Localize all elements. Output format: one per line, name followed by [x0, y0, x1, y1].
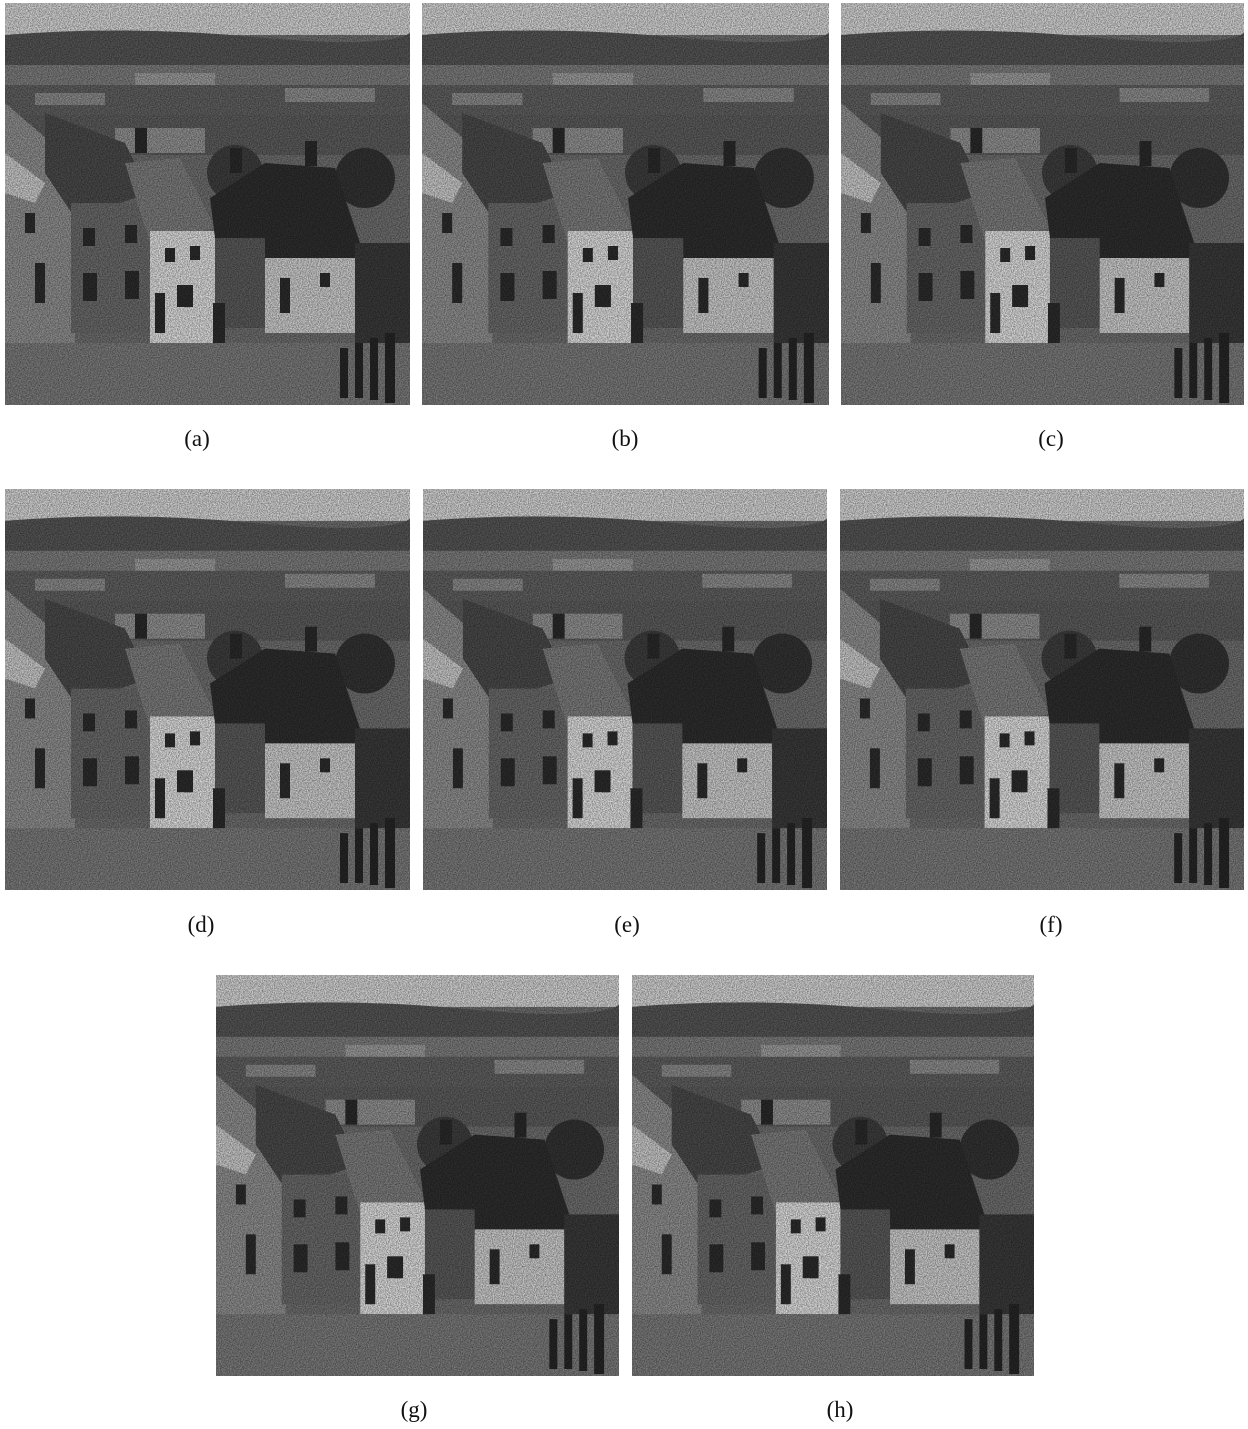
panel-label: (c) — [1038, 426, 1064, 451]
panel-label: (d) — [188, 912, 215, 937]
panel-label: (b) — [612, 426, 639, 451]
panel-label: (a) — [184, 426, 210, 451]
page: {"figure": {"panels": [ {"label": "(a)"}… — [0, 0, 1248, 1429]
panel-label: (e) — [614, 912, 640, 937]
image-d — [5, 489, 410, 890]
figure: (a) (b) (c) (d) (e) (f) (g) (h) — [0, 0, 1248, 1429]
image-h — [632, 975, 1034, 1376]
image-e — [423, 489, 827, 890]
panel-label: (g) — [401, 1397, 428, 1422]
panel-label: (f) — [1040, 912, 1063, 937]
panel-label: (h) — [827, 1397, 854, 1422]
image-b — [422, 3, 829, 405]
image-g — [216, 975, 619, 1376]
image-a — [5, 3, 410, 405]
image-c — [841, 3, 1244, 405]
image-f — [840, 489, 1244, 890]
